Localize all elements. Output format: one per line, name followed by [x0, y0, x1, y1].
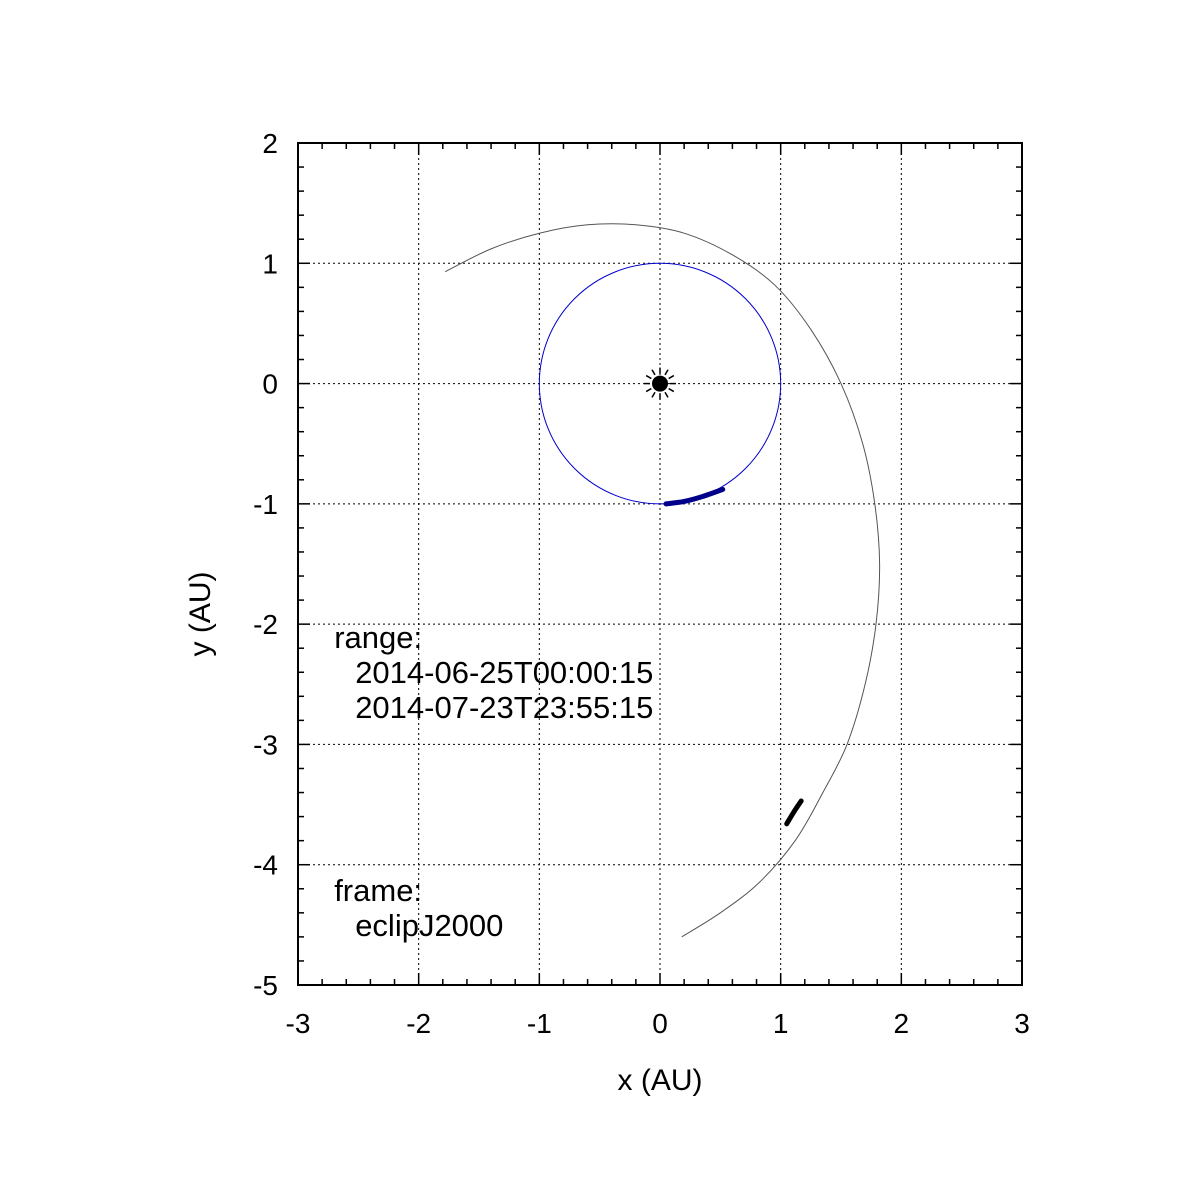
sun-ray	[664, 391, 669, 398]
outer-trajectory-segment	[784, 798, 804, 827]
orbit-paths	[444, 223, 881, 938]
tick-labels: -3 -2 -1 0 1 2 3 2 1 0 -1 -2 -3 -4 -5	[253, 128, 1030, 1039]
inner-orbit-line	[538, 262, 782, 505]
sun-disk	[652, 375, 668, 392]
annotation-line: frame:	[334, 873, 422, 908]
annotation-line: 2014-06-25T00:00:15	[355, 655, 653, 690]
y-tick-label: -3	[253, 729, 278, 760]
sun-ray	[668, 374, 675, 380]
y-tick-label: -4	[253, 850, 278, 881]
y-tick-label: 1	[262, 248, 278, 279]
y-tick-label: -5	[253, 970, 278, 1001]
annotation-line: eclipJ2000	[355, 908, 503, 943]
x-tick-label: -3	[286, 1008, 311, 1039]
annotation-text: frame: eclipJ2000	[334, 873, 503, 943]
inner-trajectory-segment	[663, 486, 726, 507]
annotations: range: 2014-06-25T00:00:15 2014-07-23T23:5…	[334, 620, 653, 943]
y-tick-label: 0	[262, 369, 278, 400]
sun-ray	[651, 369, 656, 376]
x-tick-label: 1	[773, 1008, 789, 1039]
sun-ray	[651, 391, 656, 398]
x-tick-label: 3	[1014, 1008, 1030, 1039]
outer-orbit-line	[444, 223, 881, 938]
annotation-text: range: 2014-06-25T00:00:15 2014-07-23T23:5…	[334, 620, 653, 725]
x-tick-label: -1	[527, 1008, 552, 1039]
y-axis-label: y (AU)	[184, 572, 217, 657]
x-tick-label: 2	[894, 1008, 910, 1039]
sun-ray	[668, 387, 675, 393]
y-tick-label: -1	[253, 489, 278, 520]
axis-ticks	[297, 142, 1023, 986]
sun-ray	[664, 369, 669, 376]
x-axis-label: x (AU)	[618, 1064, 703, 1097]
annotation-line: range:	[334, 620, 422, 655]
x-tick-label: -2	[406, 1008, 431, 1039]
y-tick-label: -2	[253, 609, 278, 640]
sun-icon	[644, 367, 676, 400]
x-tick-label: 0	[652, 1008, 668, 1039]
sun-ray	[645, 374, 652, 380]
y-tick-label: 2	[262, 128, 278, 159]
trajectory-segments	[663, 486, 804, 827]
grid-lines	[298, 143, 1022, 985]
annotation-line: 2014-07-23T23:55:15	[355, 690, 653, 725]
sun-ray	[645, 387, 652, 393]
